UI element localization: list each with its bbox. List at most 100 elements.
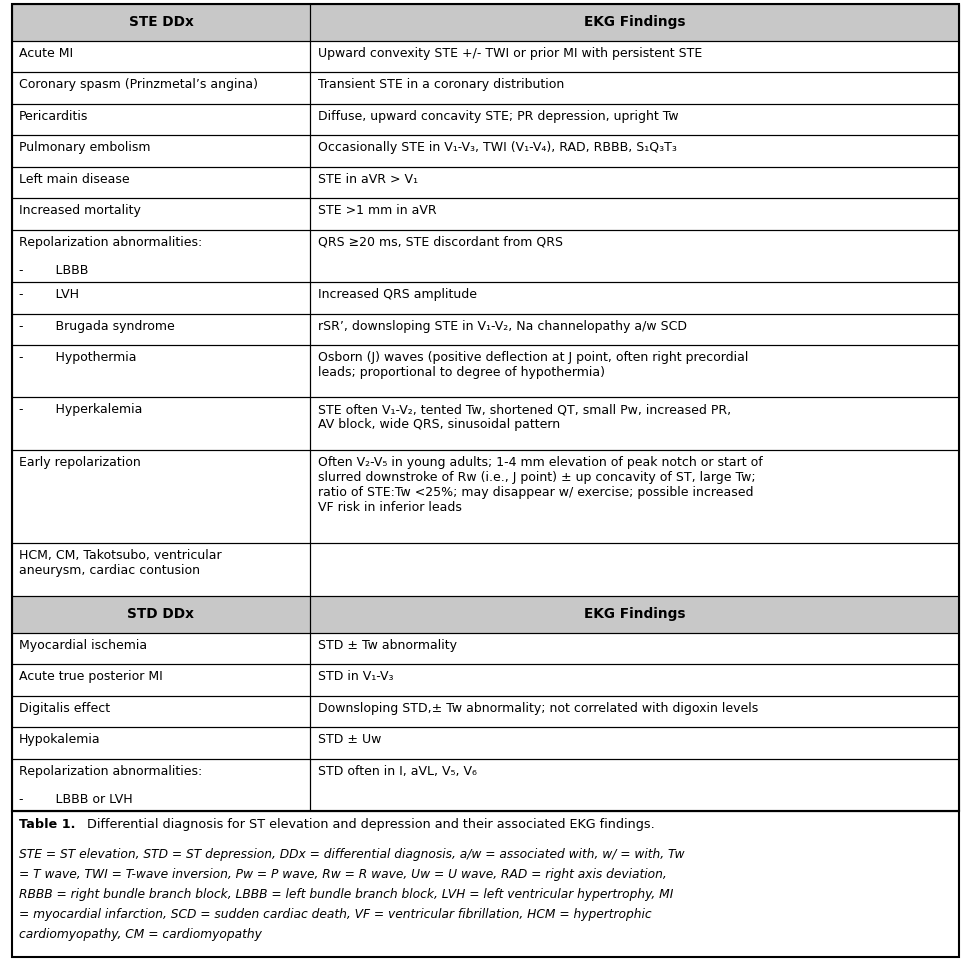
Bar xyxy=(310,167,959,198)
Bar xyxy=(310,664,959,696)
Text: rSR’, downsloping STE in V₁-V₂, Na channelopathy a/w SCD: rSR’, downsloping STE in V₁-V₂, Na chann… xyxy=(318,320,686,333)
Text: HCM, CM, Takotsubo, ventricular
aneurysm, cardiac contusion: HCM, CM, Takotsubo, ventricular aneurysm… xyxy=(19,550,221,578)
Text: -        LBBB: - LBBB xyxy=(19,264,88,278)
Text: STD ± Uw: STD ± Uw xyxy=(318,733,381,746)
Bar xyxy=(12,758,310,811)
Bar xyxy=(310,283,959,313)
Text: Transient STE in a coronary distribution: Transient STE in a coronary distribution xyxy=(318,79,564,91)
Bar xyxy=(310,727,959,758)
Text: Pulmonary embolism: Pulmonary embolism xyxy=(19,141,151,155)
Bar xyxy=(310,283,959,313)
Bar xyxy=(12,4,310,41)
Bar xyxy=(310,198,959,230)
Bar xyxy=(310,167,959,198)
Text: Table 1.: Table 1. xyxy=(19,819,76,831)
Bar xyxy=(310,104,959,136)
Text: QRS ≥20 ms, STE discordant from QRS: QRS ≥20 ms, STE discordant from QRS xyxy=(318,235,562,249)
Text: STE often V₁-V₂, tented Tw, shortened QT, small Pw, increased PR,
AV block, wide: STE often V₁-V₂, tented Tw, shortened QT… xyxy=(318,404,731,431)
Text: Early repolarization: Early repolarization xyxy=(19,456,141,469)
Bar xyxy=(12,313,310,345)
Bar xyxy=(12,104,310,136)
Bar xyxy=(310,632,959,664)
Bar xyxy=(310,398,959,450)
Text: Digitalis effect: Digitalis effect xyxy=(19,702,111,715)
Bar xyxy=(12,664,310,696)
Bar xyxy=(12,696,310,727)
Bar xyxy=(12,450,310,543)
Text: Acute MI: Acute MI xyxy=(19,47,73,60)
Bar xyxy=(12,136,310,167)
Text: RBBB = right bundle branch block, LBBB = left bundle branch block, LVH = left ve: RBBB = right bundle branch block, LBBB =… xyxy=(19,888,674,900)
Text: STE in aVR > V₁: STE in aVR > V₁ xyxy=(318,173,418,185)
Bar xyxy=(310,72,959,104)
Bar xyxy=(310,543,959,596)
Bar xyxy=(310,345,959,398)
Bar xyxy=(310,313,959,345)
Bar xyxy=(310,72,959,104)
Text: Osborn (J) waves (positive deflection at J point, often right precordial
leads; : Osborn (J) waves (positive deflection at… xyxy=(318,351,748,379)
Text: Coronary spasm (Prinzmetal’s angina): Coronary spasm (Prinzmetal’s angina) xyxy=(19,79,258,91)
Bar xyxy=(12,398,310,450)
Bar xyxy=(12,727,310,758)
Bar xyxy=(310,4,959,41)
Bar xyxy=(12,596,310,632)
Bar xyxy=(310,104,959,136)
Bar xyxy=(310,136,959,167)
Text: STE DDx: STE DDx xyxy=(128,15,193,30)
Text: -        LVH: - LVH xyxy=(19,288,80,301)
Text: Left main disease: Left main disease xyxy=(19,173,130,185)
Bar xyxy=(310,596,959,632)
Bar xyxy=(12,4,310,41)
Text: Upward convexity STE +/- TWI or prior MI with persistent STE: Upward convexity STE +/- TWI or prior MI… xyxy=(318,47,702,60)
Bar xyxy=(310,664,959,696)
Text: Diffuse, upward concavity STE; PR depression, upright Tw: Diffuse, upward concavity STE; PR depres… xyxy=(318,110,679,123)
Bar xyxy=(12,664,310,696)
Text: Increased mortality: Increased mortality xyxy=(19,205,141,217)
Bar xyxy=(12,104,310,136)
Bar xyxy=(310,450,959,543)
Bar xyxy=(310,136,959,167)
Bar xyxy=(310,596,959,632)
Text: STD in V₁-V₃: STD in V₁-V₃ xyxy=(318,670,393,683)
Bar xyxy=(12,167,310,198)
Bar xyxy=(310,758,959,811)
Bar xyxy=(310,4,959,41)
Bar xyxy=(12,313,310,345)
Bar xyxy=(12,283,310,313)
Text: Often V₂-V₅ in young adults; 1-4 mm elevation of peak notch or start of
slurred : Often V₂-V₅ in young adults; 1-4 mm elev… xyxy=(318,456,762,513)
Bar xyxy=(12,41,310,72)
Text: EKG Findings: EKG Findings xyxy=(584,15,686,30)
Bar xyxy=(12,450,310,543)
Bar xyxy=(12,632,310,664)
Bar xyxy=(12,4,959,811)
Text: STD DDx: STD DDx xyxy=(127,607,194,621)
Bar xyxy=(310,313,959,345)
Text: -        Hyperkalemia: - Hyperkalemia xyxy=(19,404,143,416)
Bar xyxy=(12,230,310,283)
Bar xyxy=(310,345,959,398)
Text: Occasionally STE in V₁-V₃, TWI (V₁-V₄), RAD, RBBB, S₁Q₃T₃: Occasionally STE in V₁-V₃, TWI (V₁-V₄), … xyxy=(318,141,677,155)
Bar xyxy=(310,398,959,450)
Bar xyxy=(310,41,959,72)
Bar xyxy=(12,758,310,811)
Bar xyxy=(12,596,310,632)
Bar xyxy=(12,345,310,398)
Text: Repolarization abnormalities:: Repolarization abnormalities: xyxy=(19,235,202,249)
Text: cardiomyopathy, CM = cardiomyopathy: cardiomyopathy, CM = cardiomyopathy xyxy=(19,927,262,941)
Text: = T wave, TWI = T-wave inversion, Pw = P wave, Rw = R wave, Uw = U wave, RAD = r: = T wave, TWI = T-wave inversion, Pw = P… xyxy=(19,868,667,881)
Bar xyxy=(12,283,310,313)
Bar xyxy=(12,198,310,230)
Bar xyxy=(310,758,959,811)
Bar xyxy=(310,696,959,727)
Text: = myocardial infarction, SCD = sudden cardiac death, VF = ventricular fibrillati: = myocardial infarction, SCD = sudden ca… xyxy=(19,908,652,921)
Bar xyxy=(12,167,310,198)
Text: -        Brugada syndrome: - Brugada syndrome xyxy=(19,320,175,333)
Bar xyxy=(310,230,959,283)
Bar xyxy=(12,811,959,957)
Bar xyxy=(310,727,959,758)
Text: STD ± Tw abnormality: STD ± Tw abnormality xyxy=(318,638,456,652)
Bar xyxy=(12,198,310,230)
Bar xyxy=(12,230,310,283)
Bar xyxy=(310,696,959,727)
Text: EKG Findings: EKG Findings xyxy=(584,607,686,621)
